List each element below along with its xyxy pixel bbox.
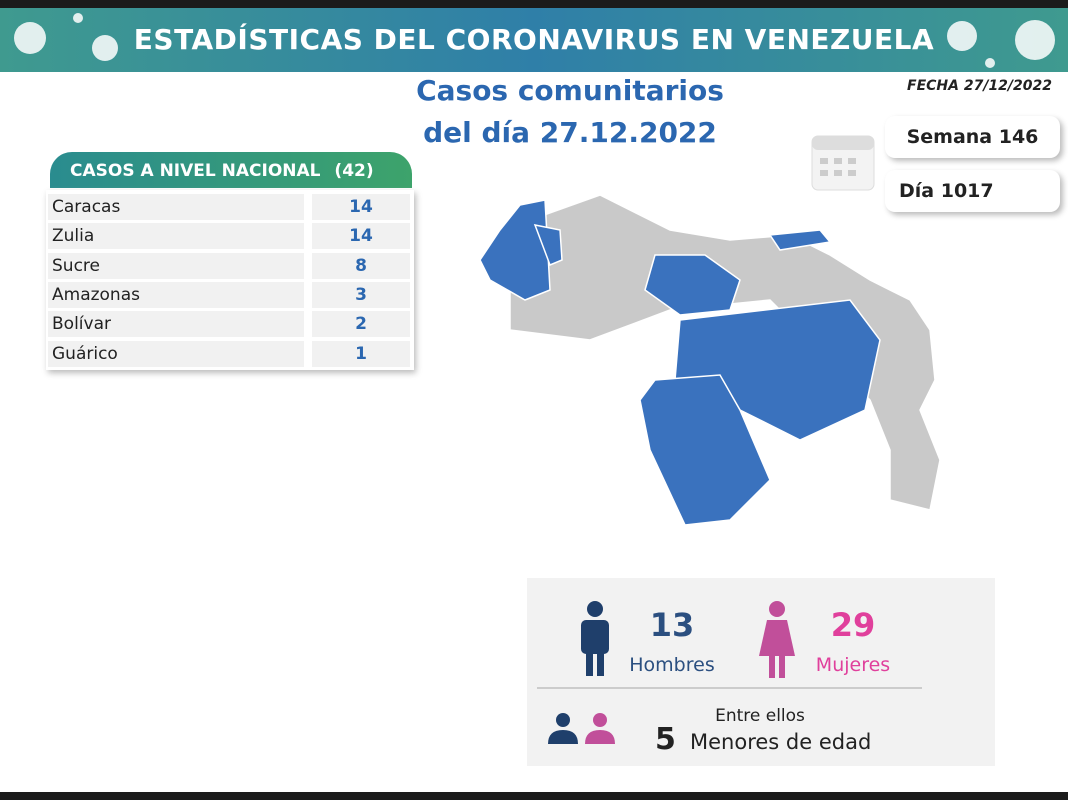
- minors-label: Menores de edad: [690, 730, 872, 754]
- row-name: Caracas: [48, 194, 304, 220]
- banner: [0, 8, 1068, 72]
- table-title: CASOS A NIVEL NACIONAL: [70, 161, 321, 181]
- row-name: Zulia: [48, 223, 304, 250]
- day-box: Día 1017: [885, 170, 1060, 212]
- date: FECHA 27/12/2022: [907, 78, 1052, 94]
- virus-icons: [14, 13, 1055, 68]
- table-shadow: [46, 190, 414, 370]
- minors-intro: Entre ellos: [715, 706, 805, 726]
- row-value: 14: [312, 194, 410, 220]
- men-count: 13: [649, 606, 695, 644]
- row-value: 2: [312, 311, 410, 338]
- table-header: CASOS A NIVEL NACIONAL (42): [50, 152, 412, 188]
- subtitle: Casos comunitarios: [416, 74, 724, 107]
- row-name: Bolívar: [48, 311, 304, 338]
- men-label: Hombres: [629, 654, 715, 676]
- man-icon: [581, 601, 609, 676]
- title: ESTADÍSTICAS DEL CORONAVIRUS EN VENEZUEL…: [133, 23, 935, 56]
- women-label: Mujeres: [815, 654, 891, 676]
- divider: [537, 687, 922, 689]
- row-value: 3: [312, 281, 410, 308]
- people-icon: [548, 713, 615, 744]
- row-value: 1: [312, 340, 410, 367]
- row-name: Guárico: [48, 340, 304, 367]
- row-name: Sucre: [48, 252, 304, 279]
- calendar-icon: [811, 135, 875, 191]
- row-name: Amazonas: [48, 281, 304, 308]
- minors-count: 5: [655, 722, 676, 757]
- map: [479, 194, 941, 526]
- row-value: 8: [312, 252, 410, 279]
- woman-icon: [759, 601, 795, 678]
- women-count: 29: [830, 606, 876, 644]
- row-value: 14: [312, 223, 410, 250]
- subtitle: del día 27.12.2022: [423, 116, 717, 149]
- frame-bar: [0, 792, 1068, 800]
- table-total: (42): [334, 161, 374, 181]
- frame-bar: [0, 0, 1068, 8]
- week-box: Semana 146: [885, 116, 1060, 158]
